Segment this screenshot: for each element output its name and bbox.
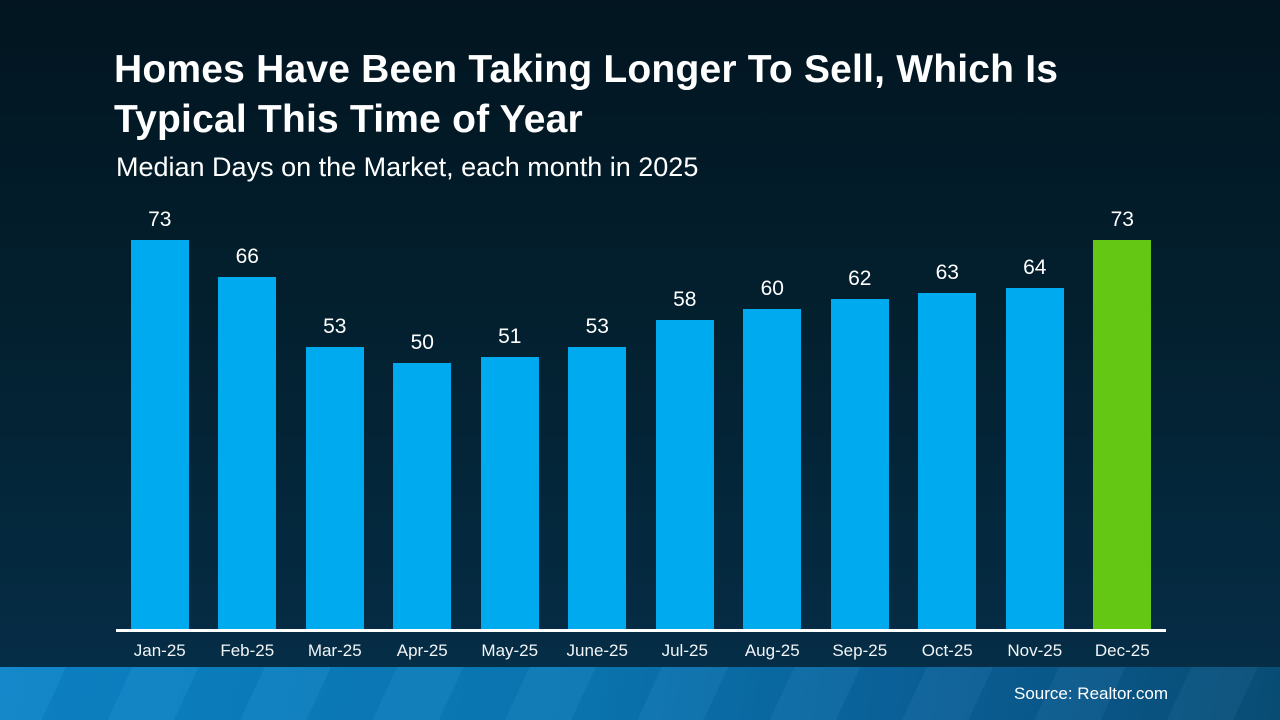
x-axis-label: Nov-25	[1007, 641, 1063, 660]
bar-column: 73	[116, 208, 204, 629]
value-label: 63	[935, 261, 959, 284]
bar-column: 50	[379, 331, 467, 629]
x-axis-label: June-25	[566, 641, 628, 660]
bar-column: 62	[816, 267, 904, 629]
page-title-line-2: Typical This Time of Year	[114, 98, 583, 141]
source-text: Source: Realtor.com	[1013, 683, 1168, 703]
x-axis-label: Dec-25	[1094, 641, 1150, 660]
value-label: 73	[148, 208, 172, 231]
x-axis-label: Oct-25	[921, 641, 973, 660]
bar-feb-25	[218, 277, 277, 629]
bar-column: 53	[554, 315, 642, 629]
x-axis-label: Aug-25	[744, 641, 800, 660]
plot-area: 73 66 53 50 51 53 58 60 62 63 64 73	[116, 200, 1166, 629]
bar-jan-25	[130, 240, 189, 629]
value-label: 64	[1023, 256, 1047, 279]
bar-may-25	[480, 357, 539, 629]
x-axis-label: Jan-25	[133, 641, 186, 660]
bar-june-25	[568, 347, 627, 629]
bar-column: 58	[641, 288, 729, 629]
page-title: Homes Have Been Taking Longer To Sell, W…	[114, 45, 1194, 145]
value-label: 58	[673, 288, 697, 311]
x-axis-label: Mar-25	[307, 641, 362, 660]
bar-column: 64	[991, 256, 1079, 629]
bar-aug-25	[743, 309, 802, 629]
x-axis-label: May-25	[481, 641, 539, 660]
x-axis-label: Feb-25	[220, 641, 275, 660]
bar-column: 51	[466, 325, 554, 629]
value-label: 53	[585, 315, 609, 338]
bar-jul-25	[655, 320, 714, 629]
value-label: 62	[848, 267, 872, 290]
x-axis-label: Sep-25	[832, 641, 888, 660]
value-label: 50	[410, 331, 434, 354]
bar-column: 60	[729, 277, 817, 629]
x-axis-labels: Jan-25 Feb-25 Mar-25 Apr-25 May-25 June-25 Jul…	[116, 632, 1166, 661]
page-title-line-1: Homes Have Been Taking Longer To Sell, W…	[114, 48, 1059, 91]
bar-oct-25	[918, 293, 977, 629]
bar-apr-25	[393, 363, 452, 629]
x-axis-line	[116, 629, 1166, 632]
bar-dec-25	[1093, 240, 1152, 629]
bar-nov-25	[1005, 288, 1064, 629]
chart-subtitle: Median Days on the Market, each month in…	[116, 152, 699, 182]
bar-column: 66	[204, 245, 292, 629]
bar-column: 63	[904, 261, 992, 629]
bar-sep-25	[830, 299, 889, 629]
x-axis-label: Jul-25	[661, 641, 708, 660]
bar-column: 73	[1079, 208, 1167, 629]
bar-mar-25	[305, 347, 364, 629]
bar-column: 53	[291, 315, 379, 629]
bar-chart: 73 66 53 50 51 53 58 60 62 63 64 73 Jan-25 Feb-25 Mar…	[116, 200, 1166, 661]
footer-bar: Source: Realtor.com	[0, 667, 1280, 720]
x-axis-label: Apr-25	[396, 641, 448, 660]
value-label: 53	[323, 315, 347, 338]
value-label: 51	[498, 325, 522, 348]
value-label: 66	[235, 245, 259, 268]
value-label: 60	[760, 277, 784, 300]
value-label: 73	[1110, 208, 1134, 231]
